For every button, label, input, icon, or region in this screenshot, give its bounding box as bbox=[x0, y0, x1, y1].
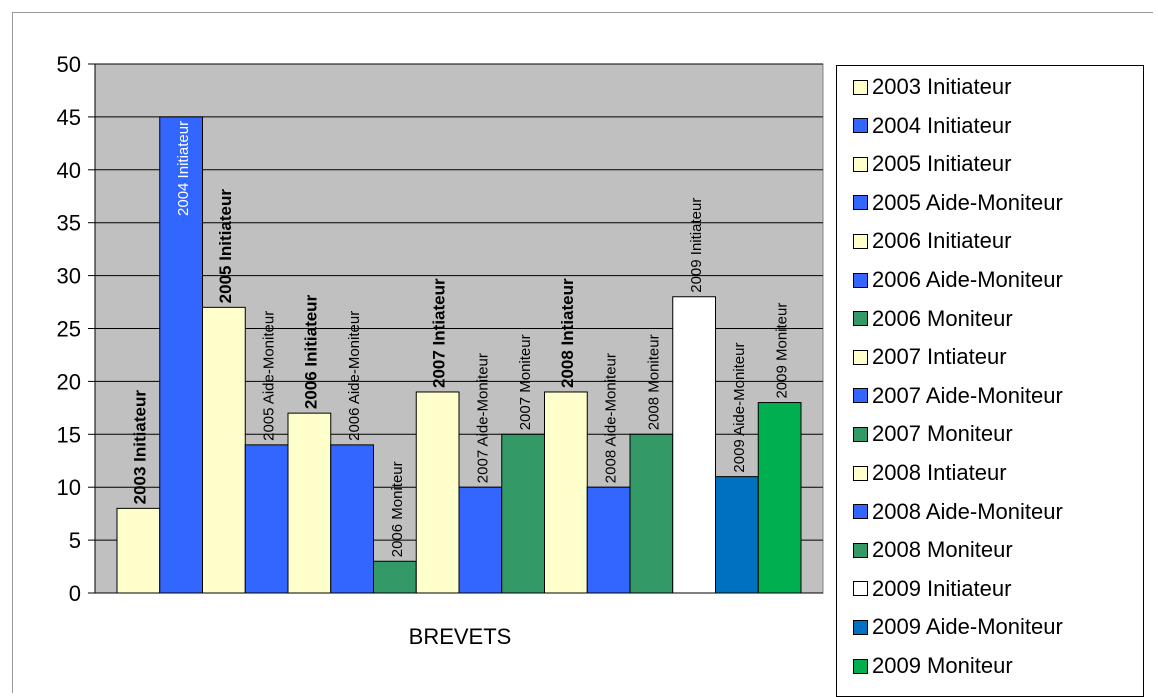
legend-label: 2008 Intiateur bbox=[872, 460, 1007, 485]
legend-swatch bbox=[853, 426, 868, 442]
legend-item: 2009 Initiateur bbox=[853, 572, 1011, 606]
legend-label: 2007 Aide-Moniteur bbox=[872, 382, 1063, 408]
legend-item: 2009 Moniteur bbox=[853, 649, 1013, 683]
legend-swatch bbox=[853, 79, 868, 95]
bar bbox=[586, 486, 631, 594]
legend-item: 2006 Aide-Moniteur bbox=[853, 263, 1063, 297]
bar bbox=[458, 486, 503, 594]
legend-swatch bbox=[853, 349, 868, 365]
y-tick-label: 50 bbox=[57, 52, 81, 77]
bar-chart: 0 5 10 15 20 25 30 35 40 45 50 2003 Initiateur 2004 … bbox=[57, 52, 824, 649]
bar bbox=[330, 444, 374, 594]
legend-item: 2009 Aide-Moniteur bbox=[853, 610, 1063, 644]
legend-swatch bbox=[853, 542, 868, 558]
bar-data-label: 2008 Aide-Moniteur bbox=[603, 353, 620, 483]
legend-item: 2007 Aide-Moniteur bbox=[853, 379, 1063, 413]
bar bbox=[757, 402, 802, 594]
bar-data-label: 2008 Intiateur bbox=[558, 278, 577, 388]
bar bbox=[159, 116, 203, 594]
y-tick-label: 20 bbox=[57, 369, 81, 394]
legend-item: 2003 Initiateur bbox=[853, 70, 1011, 104]
bar bbox=[116, 507, 161, 594]
legend-label: 2005 Aide-Moniteur bbox=[872, 189, 1063, 215]
legend-swatch bbox=[853, 658, 868, 674]
bar bbox=[501, 433, 545, 594]
legend-label: 2007 Intiateur bbox=[872, 344, 1007, 370]
legend-swatch bbox=[853, 156, 868, 172]
bar bbox=[415, 391, 460, 594]
legend-swatch bbox=[853, 195, 868, 211]
legend-swatch bbox=[853, 311, 868, 327]
y-tick-label: 40 bbox=[57, 158, 81, 183]
bar bbox=[287, 412, 332, 594]
bar-data-label: 2009 Aide-Moniteur bbox=[731, 343, 748, 473]
legend-item: 2007 Moniteur bbox=[853, 417, 1013, 451]
y-tick-label: 25 bbox=[57, 317, 81, 342]
legend-swatch bbox=[853, 118, 868, 134]
bar-data-label: 2007 Moniteur bbox=[517, 334, 534, 430]
x-axis-label: BREVETS bbox=[409, 624, 512, 649]
legend-label: 2006 Initiateur bbox=[872, 228, 1012, 254]
y-tick-label: 5 bbox=[69, 528, 81, 553]
bar-data-label: 2009 Initiateur bbox=[688, 198, 705, 293]
bar-data-label: 2005 Initiateur bbox=[216, 189, 235, 304]
bar-data-label: 2009 Moniteur bbox=[774, 303, 791, 399]
legend: 2003 Initiateur 2004 Initiateur 2005 Initi… bbox=[836, 65, 1144, 697]
legend-item: 2008 Intiateur bbox=[853, 456, 1007, 490]
bar-data-label: 2006 Aide-Moniteur bbox=[346, 311, 363, 441]
legend-label: 2004 Initiateur bbox=[872, 112, 1012, 138]
legend-label: 2006 Aide-Moniteur bbox=[872, 267, 1063, 292]
legend-swatch bbox=[853, 465, 868, 481]
legend-item: 2006 Moniteur bbox=[853, 302, 1013, 336]
legend-label: 2009 Moniteur bbox=[872, 653, 1013, 678]
bar-data-label: 2004 Initiateur bbox=[175, 121, 192, 216]
legend-item: 2008 Aide-Moniteur bbox=[853, 495, 1063, 529]
legend-label: 2006 Moniteur bbox=[872, 305, 1013, 331]
bar bbox=[244, 444, 289, 594]
legend-item: 2005 Aide-Moniteur bbox=[853, 186, 1063, 220]
legend-label: 2009 Initiateur bbox=[872, 575, 1012, 601]
bar bbox=[715, 476, 759, 594]
bar-data-label: 2007 Intiateur bbox=[430, 278, 449, 388]
legend-label: 2003 Initiateur bbox=[872, 74, 1012, 99]
y-tick-label: 35 bbox=[57, 211, 81, 236]
bar-data-label: 2006 Moniteur bbox=[389, 461, 406, 557]
legend-swatch bbox=[853, 619, 868, 635]
legend-swatch bbox=[853, 272, 868, 288]
legend-item: 2005 Initiateur bbox=[853, 147, 1011, 181]
y-tick-label: 30 bbox=[57, 264, 81, 289]
legend-swatch bbox=[853, 504, 868, 520]
legend-item: 2007 Intiateur bbox=[853, 340, 1007, 374]
bar bbox=[202, 306, 246, 594]
y-tick-label: 0 bbox=[69, 581, 81, 606]
y-tick-label: 10 bbox=[57, 475, 81, 500]
y-tick-label: 45 bbox=[57, 105, 81, 130]
legend-swatch bbox=[853, 233, 868, 249]
bar-data-label: 2007 Aide-Moniteur bbox=[474, 353, 491, 483]
legend-swatch bbox=[853, 581, 868, 597]
legend-label: 2007 Moniteur bbox=[872, 421, 1013, 447]
legend-label: 2008 Moniteur bbox=[872, 537, 1013, 563]
bar bbox=[672, 296, 716, 594]
bar bbox=[373, 560, 417, 594]
bar-data-label: 2006 Initiateur bbox=[301, 294, 320, 409]
bar bbox=[629, 433, 674, 594]
legend-label: 2005 Initiateur bbox=[872, 151, 1012, 177]
legend-swatch bbox=[853, 388, 868, 404]
chart-frame bbox=[12, 12, 1153, 693]
legend-label: 2009 Aide-Moniteur bbox=[872, 614, 1063, 640]
plot-area: 0 5 10 15 20 25 30 35 40 45 50 2003 Initiateur 2004 … bbox=[57, 52, 824, 606]
bar-data-label: 2005 Aide-Moniteur bbox=[261, 311, 278, 441]
legend-label: 2008 Aide-Moniteur bbox=[872, 498, 1063, 524]
bar bbox=[544, 391, 588, 594]
legend-item: 2008 Moniteur bbox=[853, 533, 1013, 567]
y-tick-label: 15 bbox=[57, 422, 81, 447]
bar-data-label: 2008 Moniteur bbox=[645, 334, 662, 430]
legend-item: 2004 Initiateur bbox=[853, 109, 1011, 143]
legend-item: 2006 Initiateur bbox=[853, 224, 1011, 258]
bar-data-label: 2003 Initiateur bbox=[130, 390, 149, 505]
